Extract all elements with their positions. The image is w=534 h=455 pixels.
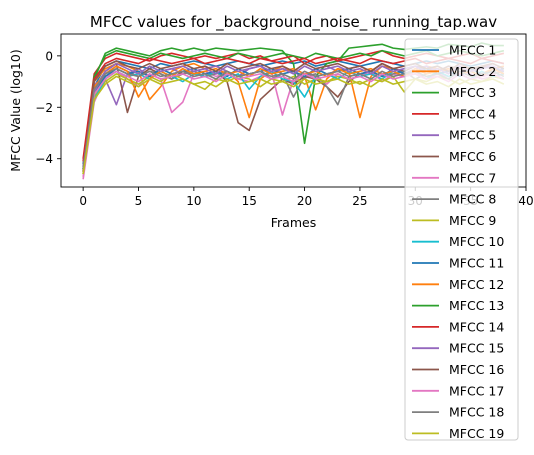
legend-label: MFCC 6 — [449, 149, 496, 164]
legend-label: MFCC 2 — [449, 64, 496, 79]
y-axis-label: MFCC Value (log10) — [8, 49, 23, 171]
legend-label: MFCC 11 — [449, 256, 504, 271]
legend-label: MFCC 15 — [449, 341, 504, 356]
y-tick-label: −4 — [35, 152, 53, 166]
legend-label: MFCC 3 — [449, 85, 496, 100]
legend: MFCC 1 MFCC 2 MFCC 3 MFCC 4 MFCC 5 MFCC 6 MFCC… — [405, 39, 518, 441]
legend-label: MFCC 4 — [449, 106, 496, 121]
x-axis-label: Frames — [271, 215, 316, 230]
legend-label: MFCC 1 — [449, 43, 496, 58]
legend-label: MFCC 19 — [449, 426, 504, 441]
legend-label: MFCC 7 — [449, 170, 496, 185]
x-tick-label: 15 — [242, 194, 257, 208]
legend-label: MFCC 9 — [449, 213, 496, 228]
x-tick-label: 25 — [352, 194, 367, 208]
legend-label: MFCC 8 — [449, 192, 496, 207]
x-tick-label: 5 — [135, 194, 143, 208]
legend-label: MFCC 14 — [449, 319, 504, 334]
x-tick-label: 10 — [186, 194, 201, 208]
legend-label: MFCC 16 — [449, 362, 504, 377]
x-tick-label: 40 — [518, 194, 533, 208]
legend-label: MFCC 10 — [449, 234, 504, 249]
x-tick-label: 0 — [79, 194, 87, 208]
legend-label: MFCC 18 — [449, 405, 504, 420]
y-tick-label: −2 — [35, 101, 53, 115]
y-tick-label: 0 — [45, 49, 53, 63]
legend-label: MFCC 13 — [449, 298, 504, 313]
chart-title: MFCC values for _background_noise_ runni… — [90, 13, 497, 32]
legend-label: MFCC 17 — [449, 383, 504, 398]
x-tick-label: 20 — [297, 194, 312, 208]
legend-label: MFCC 5 — [449, 128, 496, 143]
legend-label: MFCC 12 — [449, 277, 504, 292]
